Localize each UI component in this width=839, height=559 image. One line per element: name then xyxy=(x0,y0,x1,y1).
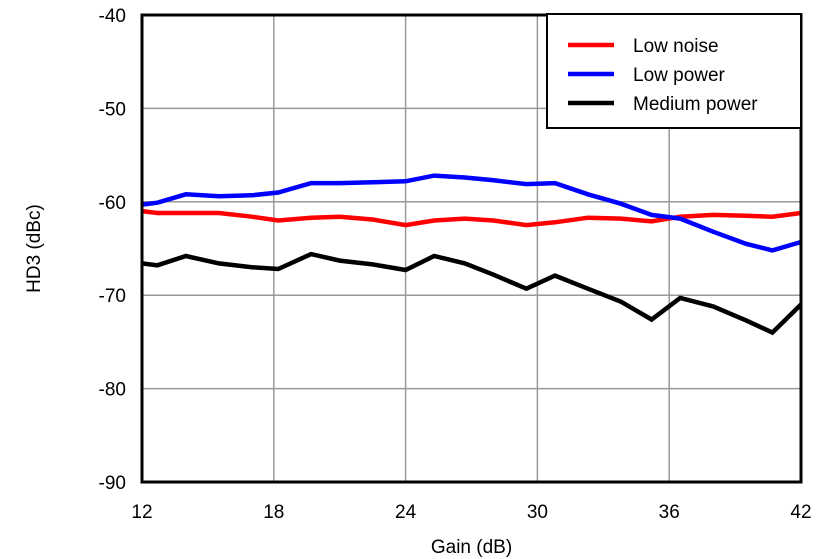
series-line-low-power xyxy=(141,173,802,253)
data-series xyxy=(141,173,803,336)
x-axis-ticks: 12 18 24 30 36 42 xyxy=(131,502,811,523)
y-tick-label: -90 xyxy=(99,473,126,494)
series-line-medium-power xyxy=(141,251,803,336)
x-tick-label: 18 xyxy=(263,502,284,523)
y-tick-label: -70 xyxy=(99,286,126,307)
legend-label: Low power xyxy=(633,65,726,86)
y-tick-label: -60 xyxy=(99,193,126,214)
legend-label: Medium power xyxy=(633,94,758,115)
y-axis-title: HD3 (dBc) xyxy=(24,204,45,293)
legend: Low noise Low power Medium power xyxy=(546,13,802,129)
y-tick-label: -80 xyxy=(99,380,126,401)
y-tick-label: -50 xyxy=(99,99,126,120)
series-line-low-noise xyxy=(141,208,802,228)
x-tick-label: 24 xyxy=(395,502,417,523)
legend-label: Low noise xyxy=(633,36,719,57)
y-tick-label: -40 xyxy=(99,6,126,27)
legend-box xyxy=(546,13,802,129)
y-axis-ticks: -40 -50 -60 -70 -80 -90 xyxy=(99,6,126,494)
x-tick-label: 30 xyxy=(527,502,548,523)
x-tick-label: 12 xyxy=(131,502,152,523)
plot-frame xyxy=(140,13,803,484)
x-axis-title: Gain (dB) xyxy=(431,537,512,558)
x-tick-label: 36 xyxy=(659,502,680,523)
x-tick-label: 42 xyxy=(790,502,811,523)
